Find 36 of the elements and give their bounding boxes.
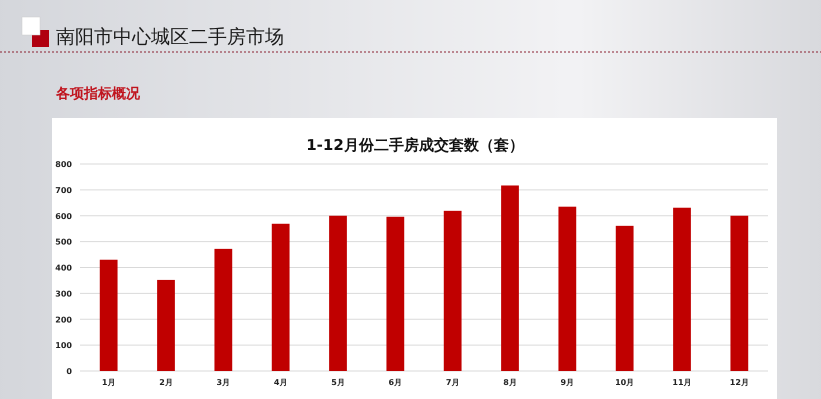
y-tick-label: 400 <box>55 264 72 272</box>
x-tick-label: 6月 <box>388 378 402 387</box>
chart-subtitle: 各项指标概况 <box>55 86 141 102</box>
y-tick-label: 100 <box>55 341 72 350</box>
x-tick-label: 4月 <box>274 378 288 387</box>
text: 1-12月份二手房成交套数（套） <box>306 136 524 154</box>
bar <box>444 210 462 371</box>
bar <box>272 224 290 371</box>
x-tick-label: 10月 <box>615 378 634 387</box>
y-tick-label: 700 <box>55 186 72 195</box>
y-tick-label: 200 <box>55 315 72 324</box>
x-tick-label: 8月 <box>503 378 517 387</box>
bar <box>157 280 175 371</box>
bar <box>386 216 404 371</box>
y-tick-label: 800 <box>55 160 72 169</box>
y-tick-label: 300 <box>55 289 72 298</box>
chart-title: 南阳市中心城区二手房市场 <box>56 26 284 48</box>
bar <box>730 216 748 371</box>
x-tick-label: 2月 <box>159 378 173 387</box>
bar <box>329 216 347 371</box>
x-tick-label: 7月 <box>446 378 460 387</box>
bar <box>616 226 634 371</box>
x-tick-label: 3月 <box>216 378 230 387</box>
bar <box>673 208 691 371</box>
bar <box>100 260 118 371</box>
bar <box>501 185 519 371</box>
x-tick-label: 5月 <box>331 378 345 387</box>
y-tick-label: 600 <box>55 212 72 221</box>
bar <box>214 248 232 371</box>
y-tick-label: 0 <box>66 367 72 376</box>
y-tick-label: 500 <box>55 238 72 247</box>
bar <box>558 206 576 371</box>
x-tick-label: 1月 <box>102 378 116 387</box>
x-tick-label: 12月 <box>730 378 749 387</box>
x-tick-label: 9月 <box>560 378 574 387</box>
x-tick-label: 11月 <box>672 378 692 387</box>
